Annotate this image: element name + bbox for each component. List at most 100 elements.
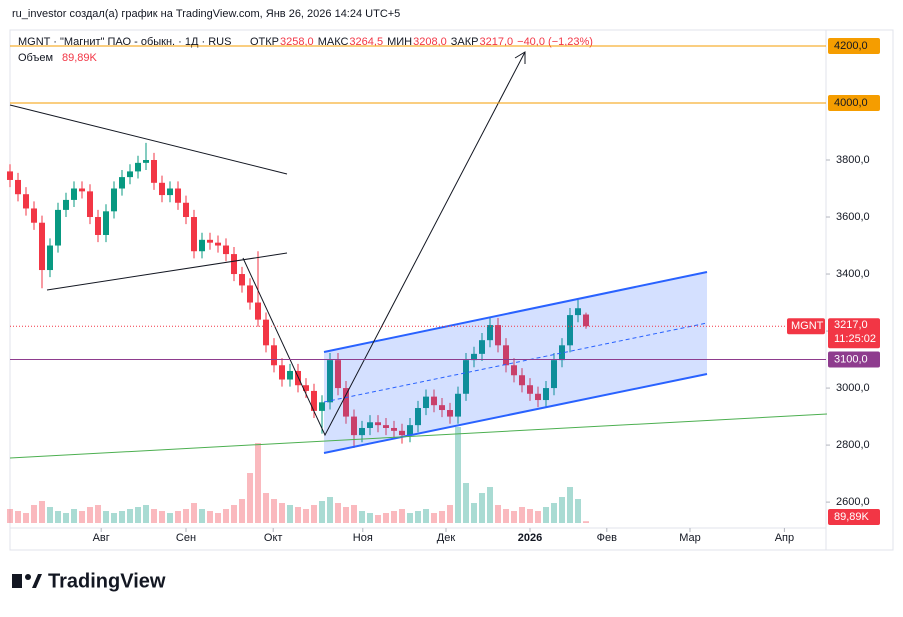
y-tick-label: 2800,0 <box>836 439 870 451</box>
volume-bar <box>407 513 413 523</box>
volume-bar <box>575 499 581 523</box>
volume-bar <box>351 505 357 523</box>
volume-bar <box>391 511 397 523</box>
legend-low: 3208,0 <box>413 36 447 48</box>
volume-bar <box>31 505 37 523</box>
chart-frame <box>9 29 894 551</box>
symbol: MGNT · "Магнит" ПАО - обыкн. · 1Д · RUS <box>18 36 231 48</box>
candle-body <box>415 408 421 426</box>
candle-body <box>551 360 557 389</box>
volume-bar <box>463 483 469 523</box>
legend: MGNT · "Магнит" ПАО - обыкн. · 1Д · RUS … <box>18 36 593 48</box>
volume-bar <box>239 499 245 523</box>
candle-body <box>15 179 21 195</box>
legend-open: 3258,0 <box>280 36 314 48</box>
volume-bar <box>375 515 381 523</box>
legend-open-name: ОТКР <box>250 36 279 48</box>
volume-bar <box>79 511 85 523</box>
volume-bar <box>127 509 133 523</box>
volume-bar <box>183 509 189 523</box>
volume-bar <box>159 511 165 523</box>
candle-body <box>247 285 253 303</box>
candle-body <box>359 427 365 436</box>
candle-body <box>31 208 37 223</box>
x-tick-label: Сен <box>176 532 196 544</box>
candle-body <box>495 325 501 346</box>
volume-tag <box>828 509 880 525</box>
candle-body <box>127 171 133 178</box>
volume-bar <box>567 487 573 523</box>
candle-body <box>47 245 53 271</box>
x-tick-label: Окт <box>264 532 283 544</box>
volume-bar <box>543 507 549 523</box>
volume-bar <box>551 503 557 523</box>
candle-body <box>103 211 109 235</box>
volume-bar <box>311 505 317 523</box>
volume-bar <box>111 513 117 523</box>
y-tick-label: 3000,0 <box>836 382 870 394</box>
volume-bar <box>439 511 445 523</box>
channel-bottom <box>323 373 708 454</box>
volume-bar <box>511 511 517 523</box>
candle-body <box>23 194 29 209</box>
volume-bar <box>455 427 461 523</box>
candle-body <box>575 308 581 316</box>
candle-body <box>239 274 245 286</box>
candle-body <box>407 425 413 436</box>
candle-body <box>295 370 301 386</box>
volume-bar <box>167 513 173 523</box>
candle-body <box>71 188 77 200</box>
countdown: 11:25:02 <box>834 333 876 345</box>
candle-body <box>567 315 573 346</box>
volume-bar <box>95 505 101 523</box>
volume-bar <box>135 507 141 523</box>
volume-bar <box>471 503 477 523</box>
arrow-head <box>514 51 526 64</box>
volume-bar <box>271 499 277 523</box>
volume-bar <box>143 505 149 523</box>
volume-bar <box>255 443 261 523</box>
volume-bar <box>479 493 485 523</box>
candle-body <box>375 422 381 426</box>
volume-bar <box>367 513 373 523</box>
level-tag <box>828 94 880 111</box>
legend-close-name: ЗАКР <box>451 36 479 48</box>
volume-bar <box>583 521 589 523</box>
candle-body <box>143 160 149 163</box>
volume-bar <box>519 507 525 523</box>
logo: TradingView <box>12 570 166 592</box>
price-tag <box>828 318 880 349</box>
volume-bar <box>55 511 61 523</box>
volume-bar <box>7 509 13 523</box>
candle-body <box>479 340 485 354</box>
candle-body <box>135 162 141 172</box>
candle-body <box>111 188 117 212</box>
volume-bar <box>207 511 213 523</box>
volume-bar <box>295 507 301 523</box>
level-tag <box>828 351 880 368</box>
candle-body <box>543 388 549 401</box>
x-tick-label: Фев <box>597 532 617 544</box>
candle-body <box>463 360 469 394</box>
candle-body <box>439 405 445 411</box>
x-tick-label: Мар <box>679 532 701 544</box>
candle-body <box>215 242 221 246</box>
candle-body <box>199 239 205 252</box>
volume-bar <box>71 509 77 523</box>
candle-body <box>471 353 477 361</box>
volume-bar <box>15 511 21 523</box>
candle-body <box>487 325 493 341</box>
candle-body <box>39 222 45 271</box>
candle-body <box>279 365 285 380</box>
candle-body <box>55 209 61 246</box>
candle-body <box>335 360 341 389</box>
y-tick-label: 2600,0 <box>836 496 870 508</box>
candle-body <box>183 202 189 218</box>
candle-body <box>367 422 373 428</box>
y-tick-label: 3400,0 <box>836 268 870 280</box>
volume-bar <box>415 511 421 523</box>
volume-bar <box>23 513 29 523</box>
candle-body <box>311 390 317 411</box>
legend-high-name: МАКС <box>318 36 349 48</box>
ticker: MGNT <box>791 320 824 332</box>
